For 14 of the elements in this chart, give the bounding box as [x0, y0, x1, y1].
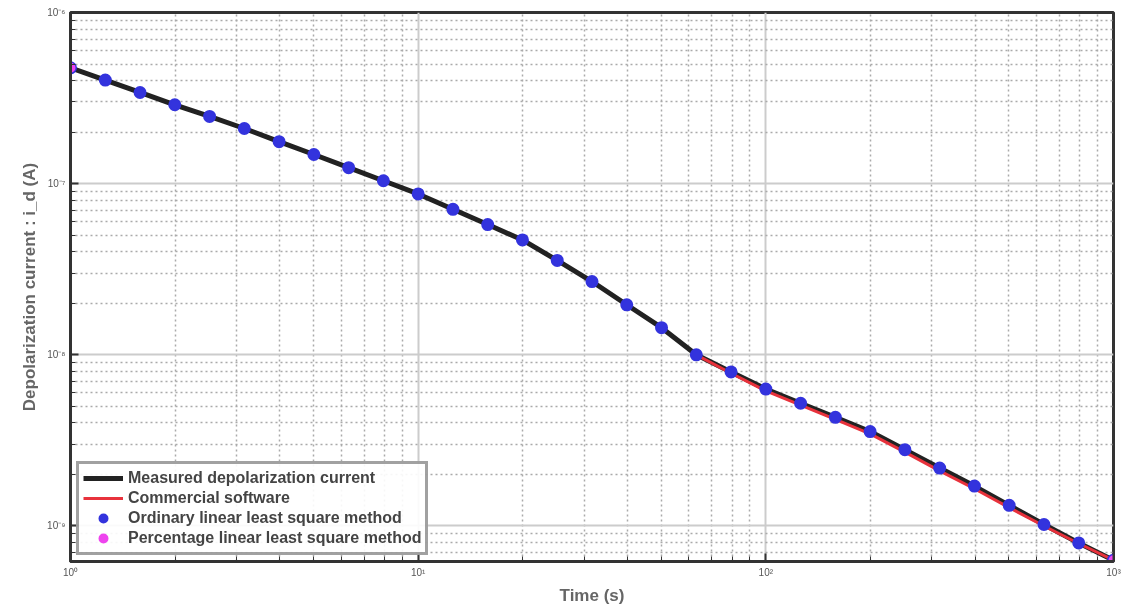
y-tick-label: 10⁻⁷ — [47, 178, 66, 190]
y-axis-title: Depolarization current : i_d (A) — [20, 162, 40, 412]
legend-label: Ordinary linear least square method — [128, 508, 402, 528]
x-tick-label: 10¹ — [410, 566, 427, 578]
x-axis-title: Time (s) — [559, 585, 625, 605]
x-tick-label: 10² — [758, 566, 774, 578]
y-tick-label: 10⁻⁹ — [47, 520, 66, 532]
x-tick-label: 10³ — [1106, 566, 1122, 578]
legend-label: Percentage linear least square method — [128, 528, 422, 548]
x-tick-label: 10⁰ — [62, 566, 79, 578]
legend-label: Commercial software — [128, 488, 290, 508]
y-tick-label: 10⁻⁶ — [47, 7, 66, 18]
y-tick-label: 10⁻⁸ — [47, 349, 66, 361]
legend-label: Measured depolarization current — [128, 468, 376, 488]
